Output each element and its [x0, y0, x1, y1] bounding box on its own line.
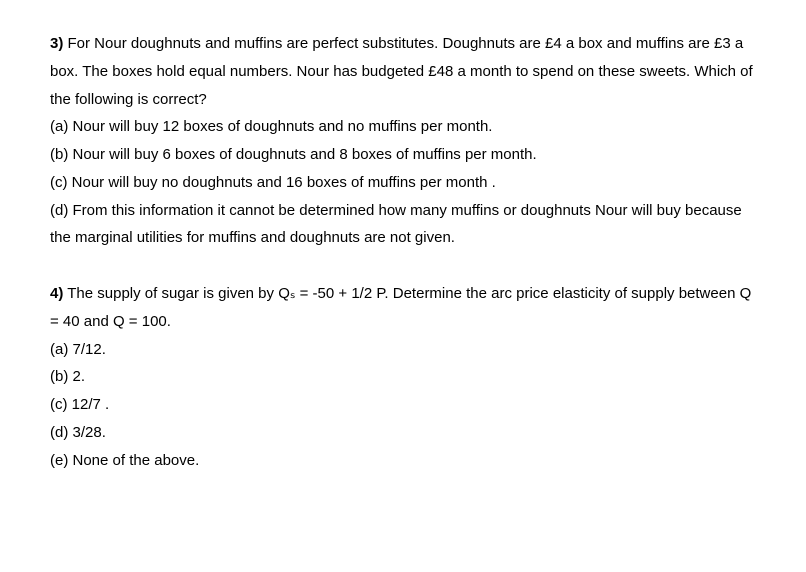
question-4: 4) The supply of sugar is given by Qₛ = …: [50, 280, 756, 474]
question-4-stem: 4) The supply of sugar is given by Qₛ = …: [50, 280, 756, 336]
question-4-option-c: (c) 12/7 .: [50, 391, 756, 419]
question-4-option-b: (b) 2.: [50, 363, 756, 391]
question-3: 3) For Nour doughnuts and muffins are pe…: [50, 30, 756, 252]
question-3-number: 3): [50, 35, 63, 52]
question-4-text: The supply of sugar is given by Qₛ = -50…: [50, 285, 751, 330]
question-3-option-a: (a) Nour will buy 12 boxes of doughnuts …: [50, 113, 756, 141]
question-3-option-d: (d) From this information it cannot be d…: [50, 197, 756, 253]
question-4-option-e: (e) None of the above.: [50, 447, 756, 475]
question-3-stem: 3) For Nour doughnuts and muffins are pe…: [50, 30, 756, 113]
question-4-number: 4): [50, 285, 63, 302]
question-4-option-d: (d) 3/28.: [50, 419, 756, 447]
question-4-option-a: (a) 7/12.: [50, 336, 756, 364]
question-3-option-c: (c) Nour will buy no doughnuts and 16 bo…: [50, 169, 756, 197]
question-3-option-b: (b) Nour will buy 6 boxes of doughnuts a…: [50, 141, 756, 169]
question-3-text: For Nour doughnuts and muffins are perfe…: [50, 35, 753, 108]
